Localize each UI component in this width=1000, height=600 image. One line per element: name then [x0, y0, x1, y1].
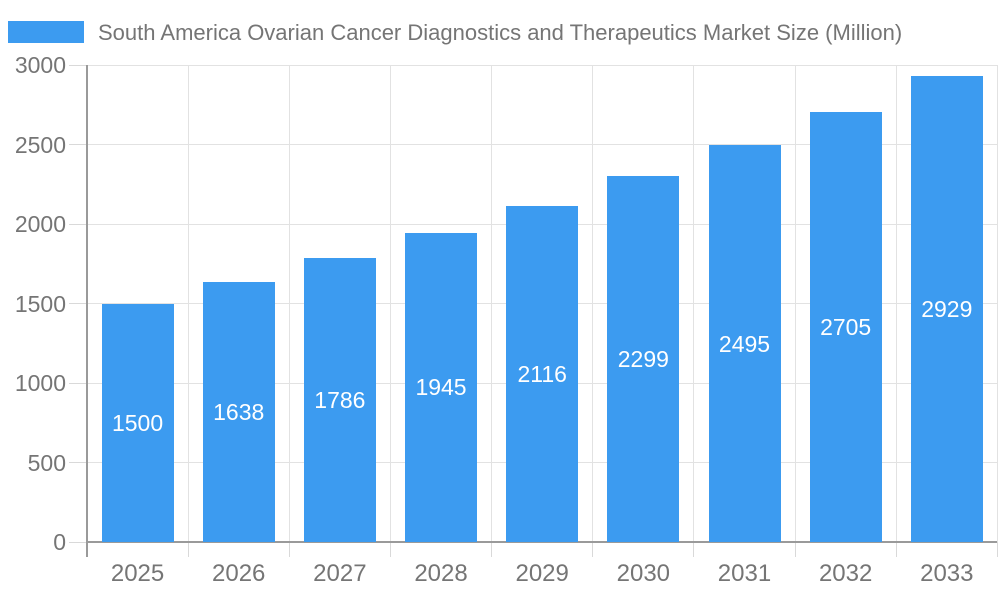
x-axis-tick: [187, 542, 189, 557]
bar-2026[interactable]: [202, 281, 275, 542]
x-axis-label-2025: 2025: [110, 560, 165, 587]
gridline-vertical: [187, 65, 189, 542]
x-axis-label-2026: 2026: [212, 560, 266, 587]
y-axis-tick: [69, 541, 87, 543]
gridline-vertical: [288, 65, 290, 542]
x-axis-label-2030: 2030: [616, 560, 671, 587]
x-axis-tick: [693, 542, 695, 557]
x-axis-label-2029: 2029: [515, 560, 569, 587]
gridline-vertical: [895, 65, 897, 542]
bar-2033[interactable]: [910, 76, 983, 542]
x-axis-tick: [592, 542, 594, 557]
y-axis-label: 0: [53, 529, 66, 555]
bar-value-2025: 1500: [111, 409, 164, 436]
bar-2028[interactable]: [405, 232, 478, 542]
bar-value-2033: 2929: [921, 296, 973, 323]
y-axis-label: 2000: [14, 211, 66, 237]
y-axis-tick: [69, 462, 87, 463]
legend: South America Ovarian Cancer Diagnostics…: [0, 0, 1000, 50]
x-axis-label-2028: 2028: [414, 560, 468, 587]
y-axis-tick: [69, 303, 87, 304]
y-axis-label: 500: [27, 449, 66, 476]
chart-title: South America Ovarian Cancer Diagnostics…: [98, 20, 903, 45]
y-axis-label: 1000: [14, 370, 66, 396]
y-axis-tick: [69, 64, 87, 66]
x-axis-tick: [996, 542, 998, 557]
bar-value-2029: 2116: [517, 360, 567, 387]
bar-value-2027: 1786: [314, 387, 366, 413]
y-axis-label: 2500: [14, 131, 66, 158]
gridline-horizontal: [87, 144, 998, 145]
gridline-horizontal: [87, 64, 998, 66]
bar-2032[interactable]: [809, 111, 882, 542]
y-axis-tick: [69, 382, 87, 384]
x-axis-label-2033: 2033: [920, 560, 974, 587]
x-axis-tick: [491, 542, 493, 557]
bar-2029[interactable]: [506, 205, 579, 542]
bar-value-2031: 2495: [718, 330, 771, 357]
bar-value-2026: 1638: [213, 398, 265, 425]
bar-2027[interactable]: [303, 258, 376, 542]
y-axis-label: 1500: [14, 290, 66, 317]
x-axis-label-2027: 2027: [313, 560, 367, 587]
bar-value-2028: 1945: [415, 374, 467, 401]
y-axis-line: [85, 65, 88, 557]
x-axis-tick: [389, 542, 391, 557]
gridline-vertical: [794, 65, 796, 542]
bar-value-2030: 2299: [617, 346, 669, 373]
gridline-vertical: [592, 65, 594, 542]
gridline-vertical: [693, 65, 695, 542]
x-axis-tick: [288, 542, 290, 557]
x-axis-tick: [895, 542, 897, 557]
x-axis-label-2032: 2032: [818, 560, 873, 587]
x-axis-label-2031: 2031: [717, 560, 772, 587]
x-axis-line: [87, 541, 998, 543]
gridline-vertical: [389, 65, 391, 542]
y-axis-tick: [69, 144, 87, 145]
bar-2031[interactable]: [708, 145, 781, 542]
bar-value-2032: 2705: [820, 313, 872, 340]
y-axis-label: 3000: [14, 52, 66, 78]
bar-2025[interactable]: [101, 303, 174, 542]
gridline-vertical: [491, 65, 493, 542]
x-axis-tick: [794, 542, 796, 557]
gridline-vertical: [996, 65, 998, 542]
y-axis-tick: [69, 223, 87, 225]
bar-2030[interactable]: [607, 176, 680, 542]
legend-swatch[interactable]: [8, 21, 84, 43]
